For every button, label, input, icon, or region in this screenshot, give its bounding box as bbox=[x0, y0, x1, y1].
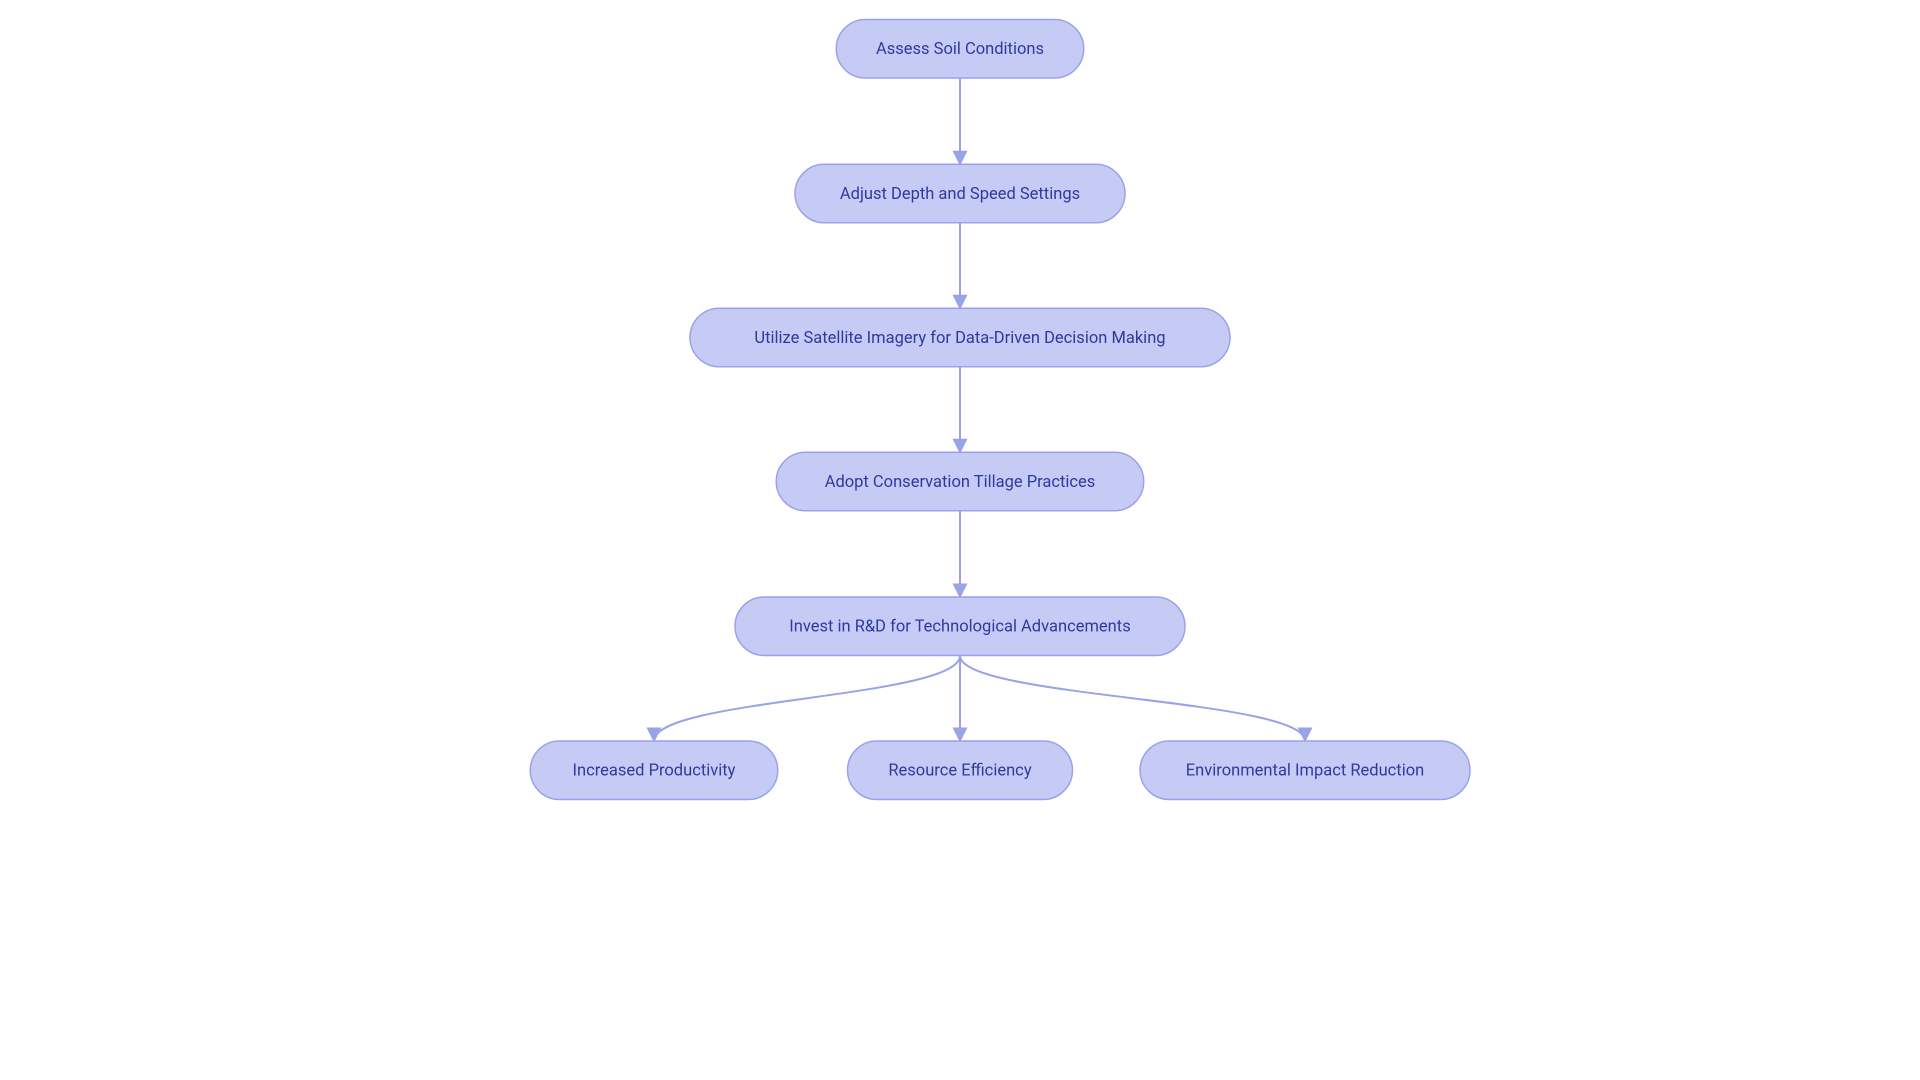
flowchart-node: Adjust Depth and Speed Settings bbox=[795, 164, 1125, 223]
flowchart-node: Resource Efficiency bbox=[848, 741, 1073, 800]
flowchart-node: Utilize Satellite Imagery for Data-Drive… bbox=[690, 308, 1230, 367]
node-label: Resource Efficiency bbox=[888, 762, 1031, 781]
flowchart-canvas: Assess Soil Conditions Adjust Depth and S… bbox=[0, 0, 1920, 1080]
flowchart-node: Invest in R&D for Technological Advancem… bbox=[735, 597, 1185, 656]
flowchart-node: Increased Productivity bbox=[530, 741, 778, 800]
flowchart-node: Environmental Impact Reduction bbox=[1140, 741, 1470, 800]
node-label: Invest in R&D for Technological Advancem… bbox=[789, 618, 1130, 637]
node-label: Adopt Conservation Tillage Practices bbox=[825, 473, 1096, 492]
flowchart-node: Adopt Conservation Tillage Practices bbox=[776, 452, 1144, 511]
nodes-layer: Assess Soil Conditions Adjust Depth and S… bbox=[530, 20, 1470, 800]
node-label: Increased Productivity bbox=[573, 762, 736, 781]
node-label: Assess Soil Conditions bbox=[876, 40, 1044, 59]
flowchart-edge bbox=[960, 656, 1305, 742]
node-label: Environmental Impact Reduction bbox=[1186, 762, 1424, 781]
flowchart-node: Assess Soil Conditions bbox=[836, 20, 1084, 79]
flowchart-edge bbox=[654, 656, 960, 742]
node-label: Adjust Depth and Speed Settings bbox=[840, 185, 1080, 204]
node-label: Utilize Satellite Imagery for Data-Drive… bbox=[754, 329, 1165, 348]
